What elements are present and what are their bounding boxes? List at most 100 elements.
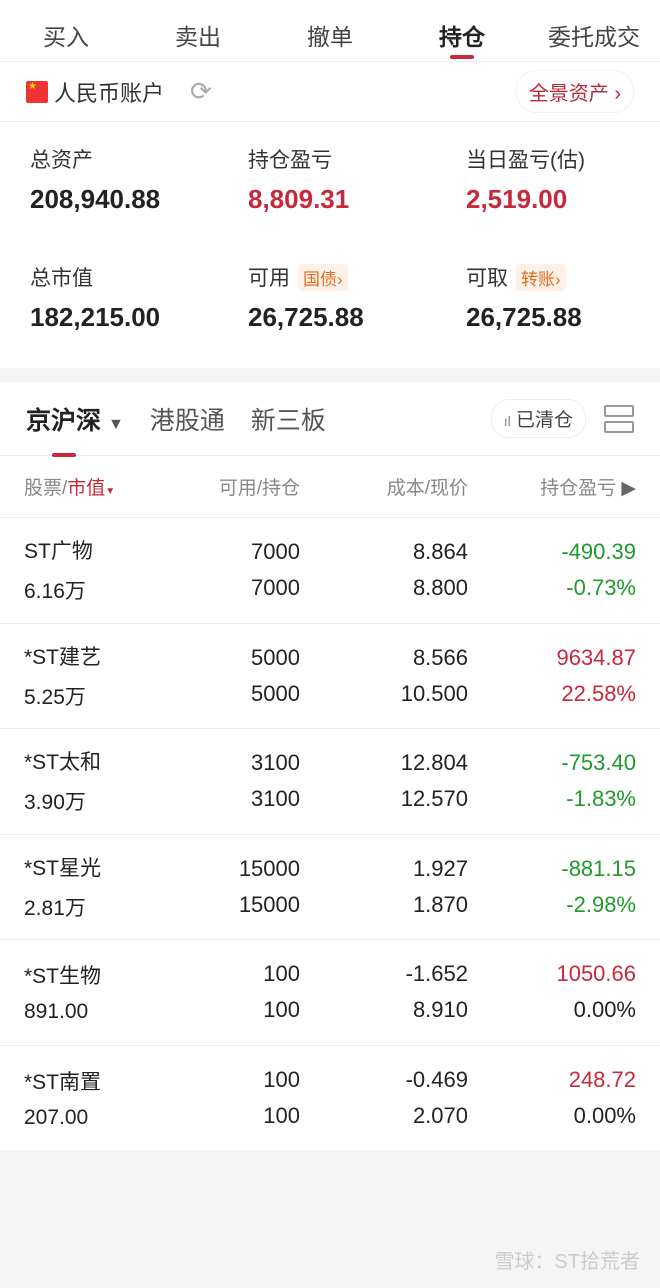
profit-loss: -490.39 — [561, 539, 636, 565]
available: 5000 — [251, 644, 300, 670]
stock-name: *ST生物 — [24, 965, 102, 989]
profit-loss: -753.40 — [561, 750, 636, 776]
cost: 1.927 — [412, 855, 468, 881]
sort-icon: ▼ — [105, 486, 116, 497]
positions-list: ST广物 6.16万 7000 7000 8.864 8.800 -490.39 -0.… — [0, 518, 660, 1151]
available: 3100 — [251, 750, 300, 776]
table-row[interactable]: *ST生物 891.00 100 100 -1.652 8.910 1050.66 0.… — [0, 940, 660, 1046]
available: 100 — [263, 1066, 300, 1092]
stat-value: 182,215.00 — [30, 302, 161, 332]
cost: 8.566 — [412, 644, 468, 670]
market-value: 2.81万 — [24, 896, 86, 920]
stat-item: 可用 国债› 26,725.88 — [248, 262, 466, 372]
market-value: 6.16万 — [24, 580, 86, 604]
price: 8.910 — [412, 997, 468, 1023]
asset-stats: 总资产 208,940.88 持仓盈亏 8,809.31 当日盈亏(估) 2,519.00… — [0, 122, 660, 368]
stat-value: 26,725.88 — [248, 302, 364, 332]
panorama-assets-button[interactable]: 全景资产 › — [515, 70, 634, 113]
holding: 100 — [263, 1102, 300, 1128]
stat-label: 总市值 — [30, 267, 93, 290]
price: 12.570 — [400, 786, 468, 812]
cost: -1.652 — [405, 961, 468, 987]
refresh-icon[interactable]: ⟳ — [190, 76, 212, 106]
account-bar: ★ 人民币账户 ⟳ 全景资产 › — [0, 62, 660, 122]
stat-chip-link[interactable]: 转账› — [516, 263, 566, 291]
stat-value: 26,725.88 — [466, 302, 582, 332]
stat-item: 持仓盈亏 8,809.31 — [248, 144, 466, 262]
table-header: 股票/市值▼ 可用/持仓 成本/现价 持仓盈亏 ▶ — [0, 456, 660, 518]
stat-label: 持仓盈亏 — [248, 149, 332, 172]
tab-cancel[interactable]: 撤单 — [307, 24, 353, 50]
top-tabs: 买入 卖出 撤单 持仓 委托成交 — [0, 0, 660, 62]
table-row[interactable]: *ST南置 207.00 100 100 -0.469 2.070 248.72 0.0… — [0, 1045, 660, 1151]
holding: 15000 — [238, 891, 300, 917]
col-stock: 股票/ — [24, 478, 68, 499]
profit-loss-pct: 0.00% — [573, 1102, 636, 1128]
stat-label: 可取 — [466, 267, 508, 290]
profit-loss: 1050.66 — [556, 961, 636, 987]
col-cost-price: 成本/现价 — [386, 478, 468, 499]
tab-orders[interactable]: 委托成交 — [548, 24, 640, 50]
market-value: 891.00 — [24, 1000, 89, 1024]
price: 8.800 — [412, 575, 468, 601]
market-tab-neeq[interactable]: 新三板 — [250, 406, 326, 435]
stock-name: *ST南置 — [24, 1070, 102, 1094]
stock-name: *ST太和 — [24, 751, 102, 775]
col-avail-hold: 可用/持仓 — [218, 478, 300, 499]
profit-loss-pct: 0.00% — [573, 997, 636, 1023]
stat-value: 2,519.00 — [466, 184, 568, 214]
cost: -0.469 — [405, 1066, 468, 1092]
cleared-label: 已清仓 — [515, 410, 573, 431]
market-value: 5.25万 — [24, 685, 86, 709]
scroll-right-icon: ▶ — [621, 478, 636, 499]
stock-name: ST广物 — [24, 540, 93, 564]
col-pl[interactable]: 持仓盈亏 ▶ — [468, 473, 636, 500]
stat-value: 8,809.31 — [248, 184, 350, 214]
tab-buy[interactable]: 买入 — [43, 24, 89, 50]
stat-label: 可用 — [248, 267, 290, 290]
stat-label: 总资产 — [30, 149, 93, 172]
stat-item: 可取 转账› 26,725.88 — [466, 262, 630, 372]
market-label: 京沪深 — [26, 406, 102, 435]
profit-loss: -881.15 — [561, 855, 636, 881]
stat-item: 总市值 182,215.00 — [30, 262, 248, 372]
table-row[interactable]: *ST太和 3.90万 3100 3100 12.804 12.570 -753.40… — [0, 729, 660, 835]
tab-positions[interactable]: 持仓 — [396, 0, 528, 61]
table-row[interactable]: ST广物 6.16万 7000 7000 8.864 8.800 -490.39 -0.… — [0, 518, 660, 624]
tab-sell[interactable]: 卖出 — [175, 24, 221, 50]
market-tabs: 京沪深 ▼ 港股通 新三板 ıl 已清仓 — [0, 382, 660, 457]
holding: 100 — [263, 997, 300, 1023]
profit-loss-pct: -0.73% — [566, 575, 636, 601]
stat-label: 当日盈亏(估) — [466, 149, 585, 172]
table-row[interactable]: *ST建艺 5.25万 5000 5000 8.566 10.500 9634.87 2… — [0, 623, 660, 729]
holding: 3100 — [251, 786, 300, 812]
market-tab-ashare[interactable]: 京沪深 ▼ — [26, 401, 124, 457]
cleared-button[interactable]: ıl 已清仓 — [490, 399, 586, 438]
profit-loss: 248.72 — [568, 1066, 636, 1092]
profit-loss-pct: -1.83% — [566, 786, 636, 812]
stat-item: 总资产 208,940.88 — [30, 144, 248, 262]
col-mv: 市值 — [67, 478, 106, 499]
profit-loss-pct: -2.98% — [566, 891, 636, 917]
holding: 5000 — [251, 680, 300, 706]
stat-item: 当日盈亏(估) 2,519.00 — [466, 144, 630, 262]
stock-name: *ST星光 — [24, 856, 102, 880]
profit-loss-pct: 22.58% — [561, 680, 636, 706]
available: 15000 — [238, 855, 300, 881]
bar-chart-icon: ıl — [503, 413, 511, 429]
market-tab-hk[interactable]: 港股通 — [149, 406, 225, 435]
stat-chip-link[interactable]: 国债› — [298, 263, 348, 291]
stat-value: 208,940.88 — [30, 184, 161, 214]
market-value: 3.90万 — [24, 791, 86, 815]
stock-name: *ST建艺 — [24, 645, 102, 669]
col-pl-label: 持仓盈亏 — [540, 478, 617, 499]
available: 100 — [263, 961, 300, 987]
cost: 12.804 — [400, 750, 468, 776]
layout-toggle-icon[interactable] — [604, 404, 634, 433]
caret-down-icon: ▼ — [107, 415, 124, 433]
watermark: 雪球：ST拾荒者 — [494, 1251, 640, 1273]
table-row[interactable]: *ST星光 2.81万 15000 15000 1.927 1.870 -881.15… — [0, 834, 660, 940]
account-name[interactable]: 人民币账户 — [54, 80, 165, 106]
col-stock-mv[interactable]: 股票/市值▼ — [24, 473, 174, 500]
china-flag-icon: ★ — [26, 80, 48, 103]
